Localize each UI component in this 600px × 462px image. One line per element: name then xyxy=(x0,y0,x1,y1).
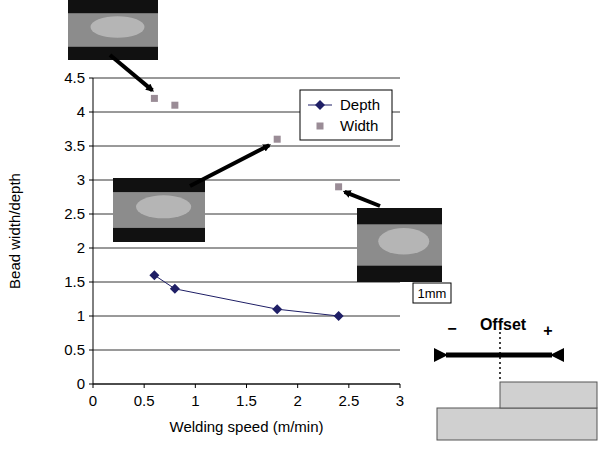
x-tick xyxy=(348,384,349,388)
y-tick-label: 0 xyxy=(77,375,85,392)
offset-label: Offset xyxy=(480,316,527,333)
leader-arrow xyxy=(110,55,152,90)
upper-plate xyxy=(500,382,597,408)
series-line xyxy=(154,275,338,316)
legend-marker xyxy=(317,123,324,130)
x-tick xyxy=(400,384,401,388)
y-tick-label: 1.5 xyxy=(64,273,85,290)
y-tick-label: 2 xyxy=(77,239,85,256)
data-point xyxy=(149,270,159,280)
y-axis xyxy=(93,78,94,384)
y-tick xyxy=(89,146,93,147)
leader-arrow xyxy=(190,145,269,186)
weld-photo xyxy=(68,0,158,60)
data-point xyxy=(274,136,281,143)
legend-label: Depth xyxy=(340,96,380,113)
scale-label: 1mm xyxy=(418,286,447,301)
leader-arrow xyxy=(345,192,380,206)
y-tick xyxy=(89,248,93,249)
y-tick xyxy=(89,180,93,181)
x-axis xyxy=(93,384,400,385)
data-point xyxy=(171,102,178,109)
y-tick-label: 3.5 xyxy=(64,137,85,154)
x-tick-label: 0 xyxy=(89,392,97,409)
legend-marker xyxy=(315,100,325,110)
y-axis-title: Bead width/depth xyxy=(6,173,23,289)
offset-diagram: Offset − + xyxy=(437,316,597,440)
y-tick xyxy=(89,384,93,385)
x-tick-label: 3 xyxy=(396,392,404,409)
y-tick xyxy=(89,112,93,113)
offset-arrow xyxy=(446,353,552,358)
legend-label: Width xyxy=(340,117,378,134)
grid-line xyxy=(93,384,400,385)
data-point xyxy=(335,183,342,190)
x-tick xyxy=(93,384,94,388)
legend: Depth Width xyxy=(300,90,392,140)
data-point xyxy=(151,95,158,102)
x-tick-label: 2.5 xyxy=(338,392,359,409)
x-tick-label: 1 xyxy=(191,392,199,409)
y-tick-label: 4 xyxy=(77,103,85,120)
data-point xyxy=(334,311,344,321)
chart: 0 0.5 1 1.5 2 2.5 3 3.5 4 4.5 0 0.5 1 1.5 2 2.5 3 Welding… xyxy=(0,0,600,462)
scale-box xyxy=(413,283,451,303)
offset-minus: − xyxy=(447,320,456,337)
y-tick-label: 2.5 xyxy=(64,205,85,222)
y-tick xyxy=(89,316,93,317)
y-tick-label: 0.5 xyxy=(64,341,85,358)
weld-photo xyxy=(357,208,442,282)
grid-line xyxy=(93,282,400,283)
y-tick-label: 4.5 xyxy=(64,69,85,86)
x-tick-label: 2 xyxy=(293,392,301,409)
offset-plus: + xyxy=(543,322,552,339)
grid-line xyxy=(93,146,400,147)
data-point xyxy=(170,284,180,294)
x-tick xyxy=(144,384,145,388)
data-point xyxy=(272,304,282,314)
x-tick xyxy=(195,384,196,388)
x-tick-label: 0.5 xyxy=(134,392,155,409)
grid-line xyxy=(93,248,400,249)
y-tick xyxy=(89,78,93,79)
x-tick xyxy=(297,384,298,388)
grid-line xyxy=(93,350,400,351)
y-tick xyxy=(89,282,93,283)
y-tick-label: 1 xyxy=(77,307,85,324)
lower-plate xyxy=(437,408,597,440)
grid-line xyxy=(93,316,400,317)
y-tick xyxy=(89,350,93,351)
x-axis-title: Welding speed (m/min) xyxy=(170,418,324,435)
x-tick xyxy=(246,384,247,388)
legend-box xyxy=(300,90,392,140)
y-tick xyxy=(89,214,93,215)
x-tick-label: 1.5 xyxy=(236,392,257,409)
y-tick-label: 3 xyxy=(77,171,85,188)
